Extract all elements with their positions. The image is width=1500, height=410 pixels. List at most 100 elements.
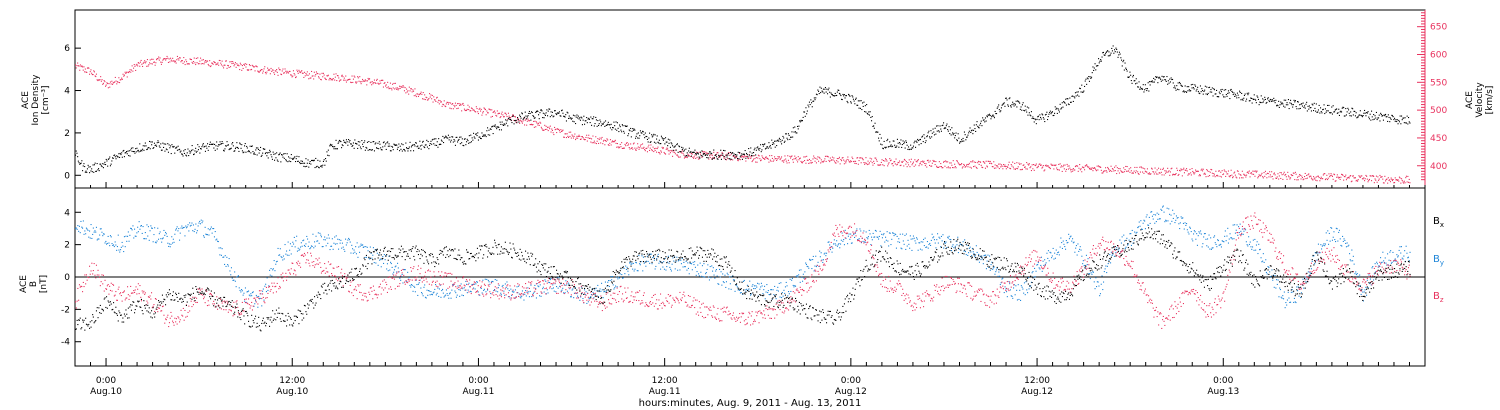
by-component-point — [191, 222, 193, 224]
velocity-point — [489, 109, 491, 111]
by-component-point — [591, 288, 593, 290]
ion-density-point — [726, 156, 728, 158]
velocity-point — [279, 69, 281, 71]
ion-density-point — [894, 144, 896, 146]
ion-density-point — [357, 147, 359, 149]
velocity-point — [1301, 177, 1303, 179]
by-component-point — [548, 281, 550, 283]
velocity-point — [93, 71, 95, 73]
ion-density-point — [75, 154, 77, 156]
by-component-point — [379, 259, 381, 261]
ion-density-point — [135, 151, 137, 153]
velocity-point — [908, 164, 910, 166]
velocity-point — [499, 117, 501, 119]
by-component-point — [545, 280, 547, 282]
velocity-point — [1338, 176, 1340, 178]
velocity-point — [96, 79, 98, 81]
velocity-point — [676, 154, 678, 156]
ion-density-point — [1334, 109, 1336, 111]
ion-density-point — [422, 140, 424, 142]
velocity-point — [1273, 172, 1275, 174]
by-component-point — [82, 220, 84, 222]
by-component-point — [737, 289, 739, 291]
ion-density-point — [773, 143, 775, 145]
ion-density-point — [766, 146, 768, 148]
velocity-point — [756, 161, 758, 163]
ion-density-point — [1288, 108, 1290, 110]
velocity-point — [981, 166, 983, 168]
velocity-point — [1162, 168, 1164, 170]
velocity-point — [331, 78, 333, 80]
velocity-point — [470, 110, 472, 112]
velocity-point — [1257, 177, 1259, 179]
by-component-point — [474, 288, 476, 290]
ion-density-point — [717, 158, 719, 160]
ion-density-point — [210, 143, 212, 145]
velocity-point — [833, 157, 835, 159]
ion-density-point — [86, 171, 88, 173]
velocity-point — [850, 161, 852, 163]
velocity-point — [832, 159, 834, 161]
by-component-point — [710, 277, 712, 279]
ion-density-point — [840, 95, 842, 97]
velocity-point — [792, 161, 794, 163]
by-component-point — [126, 240, 128, 242]
ion-density-point — [867, 113, 869, 115]
by-component-point — [75, 228, 77, 230]
ion-density-point — [350, 143, 352, 145]
ion-density-point — [702, 155, 704, 157]
ion-density-point — [478, 136, 480, 138]
velocity-point — [1157, 173, 1159, 175]
ion-density-point — [228, 149, 230, 151]
velocity-point — [811, 162, 813, 164]
velocity-point — [726, 153, 728, 155]
ion-density-point — [340, 141, 342, 143]
ion-density-point — [1396, 121, 1398, 123]
ion-density-point — [1227, 92, 1229, 94]
velocity-point — [969, 166, 971, 168]
ion-density-point — [565, 114, 567, 116]
velocity-point — [1001, 165, 1003, 167]
velocity-point — [255, 65, 257, 67]
ion-density-point — [558, 112, 560, 114]
ion-density-point — [1313, 102, 1315, 104]
ion-density-point — [697, 153, 699, 155]
by-component-point — [481, 292, 483, 294]
ion-density-point — [610, 123, 612, 125]
velocity-point — [1148, 172, 1150, 174]
ion-density-point — [1306, 101, 1308, 103]
by-component-point — [343, 248, 345, 250]
ion-density-point — [744, 150, 746, 152]
velocity-point — [1323, 173, 1325, 175]
by-component-point — [171, 236, 173, 238]
ion-density-point — [613, 121, 615, 123]
ion-density-point — [845, 95, 847, 97]
velocity-point — [996, 165, 998, 167]
ion-density-point — [205, 145, 207, 147]
velocity-point — [113, 81, 115, 83]
ion-density-point — [625, 125, 627, 127]
ion-density-point — [903, 143, 905, 145]
ion-density-point — [429, 144, 431, 146]
ion-density-point — [1083, 90, 1085, 92]
ion-density-point — [187, 148, 189, 150]
velocity-point — [209, 66, 211, 68]
ion-density-point — [679, 151, 681, 153]
velocity-point — [294, 74, 296, 76]
ion-density-point — [770, 147, 772, 149]
velocity-point — [101, 79, 103, 81]
ion-density-point — [994, 110, 996, 112]
velocity-point — [248, 64, 250, 66]
ion-density-point — [454, 140, 456, 142]
velocity-point — [285, 70, 287, 72]
velocity-point — [1215, 170, 1217, 172]
velocity-point — [919, 162, 921, 164]
velocity-point — [77, 65, 79, 67]
velocity-point — [589, 137, 591, 139]
velocity-point — [1084, 165, 1086, 167]
ion-density-point — [1017, 100, 1019, 102]
by-component-point — [777, 290, 779, 292]
ion-density-point — [262, 148, 264, 150]
ion-density-point — [299, 163, 301, 165]
ion-density-point — [1004, 105, 1006, 107]
